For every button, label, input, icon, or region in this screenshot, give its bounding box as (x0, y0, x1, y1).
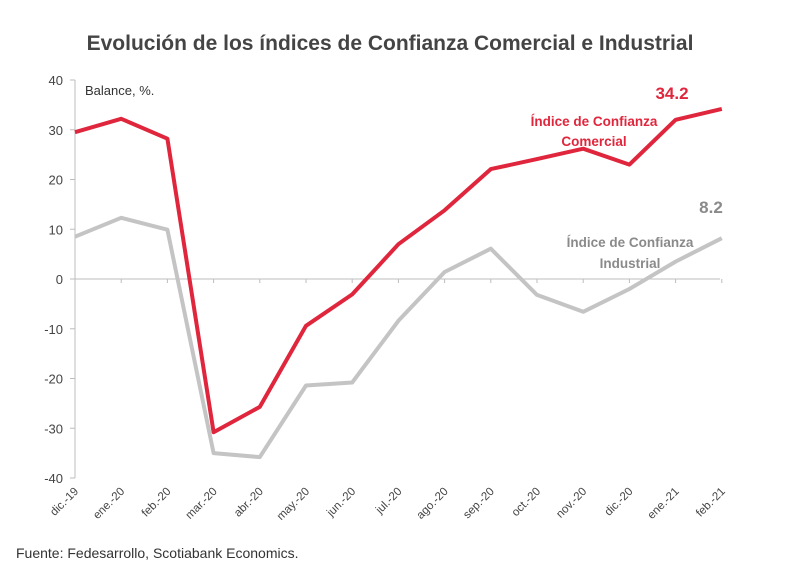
y-tick-label: 10 (49, 222, 63, 237)
chart-title: Evolución de los índices de Confianza Co… (87, 32, 694, 55)
x-tick-label: sep.-20 (461, 486, 497, 522)
x-tick-label: ene.-20 (91, 486, 127, 522)
x-tick-labels: dic.-19 ene.-20 feb.-20 mar.-20 abr.-20 may.-… (48, 486, 728, 523)
x-tick-label: mar.-20 (184, 486, 220, 522)
x-tick-label: may.-20 (275, 486, 312, 523)
y-tick-label: 0 (56, 272, 63, 287)
y-tick-labels: 40 30 20 10 0 -10 -20 -30 -40 (44, 73, 63, 486)
x-tick-label: ene.-21 (646, 486, 682, 522)
x-tick-label: abr.-20 (232, 486, 266, 520)
x-tick-label: nov.-20 (554, 486, 589, 521)
legend-label-industrial: Índice de Confianza Industrial (567, 235, 694, 271)
source-note: Fuente: Fedesarrollo, Scotiabank Economi… (16, 545, 298, 561)
x-tick-label: jul.-20 (373, 486, 404, 517)
series-line-comercial (74, 106, 723, 435)
y-tick-label: -10 (44, 322, 63, 337)
x-tick-label: dic.-20 (603, 486, 636, 519)
legend-label-industrial-line2: Industrial (600, 256, 661, 271)
last-value-label-comercial: 34.2 (655, 84, 688, 103)
y-tick-label: 30 (49, 123, 63, 138)
series-lines (74, 106, 723, 460)
y-axis-unit-label: Balance, %. (85, 83, 154, 98)
x-tick-label: ago.-20 (415, 486, 451, 522)
x-tick-label: feb.-20 (140, 486, 174, 520)
y-tick-label: -20 (44, 372, 63, 387)
y-tick-label: -40 (44, 471, 63, 486)
x-tick-label: jun.-20 (324, 486, 358, 520)
x-tick-label: dic.-19 (48, 486, 81, 519)
y-tick-label: 20 (49, 173, 63, 188)
x-tick-label: oct.-20 (510, 486, 543, 519)
legend-label-industrial-line1: Índice de Confianza (567, 235, 694, 250)
y-axis (70, 79, 76, 479)
last-value-label-industrial: 8.2 (699, 198, 723, 217)
legend-label-comercial-line1: Índice de Confianza (531, 114, 658, 129)
series-line-industrial (74, 215, 723, 460)
y-tick-label: -30 (44, 421, 63, 436)
x-ticks (74, 279, 723, 283)
y-tick-label: 40 (49, 73, 63, 88)
legend-label-comercial-line2: Comercial (561, 134, 626, 149)
legend-label-comercial: Índice de Confianza Comercial (531, 114, 658, 149)
x-tick-label: feb.-21 (694, 486, 728, 520)
